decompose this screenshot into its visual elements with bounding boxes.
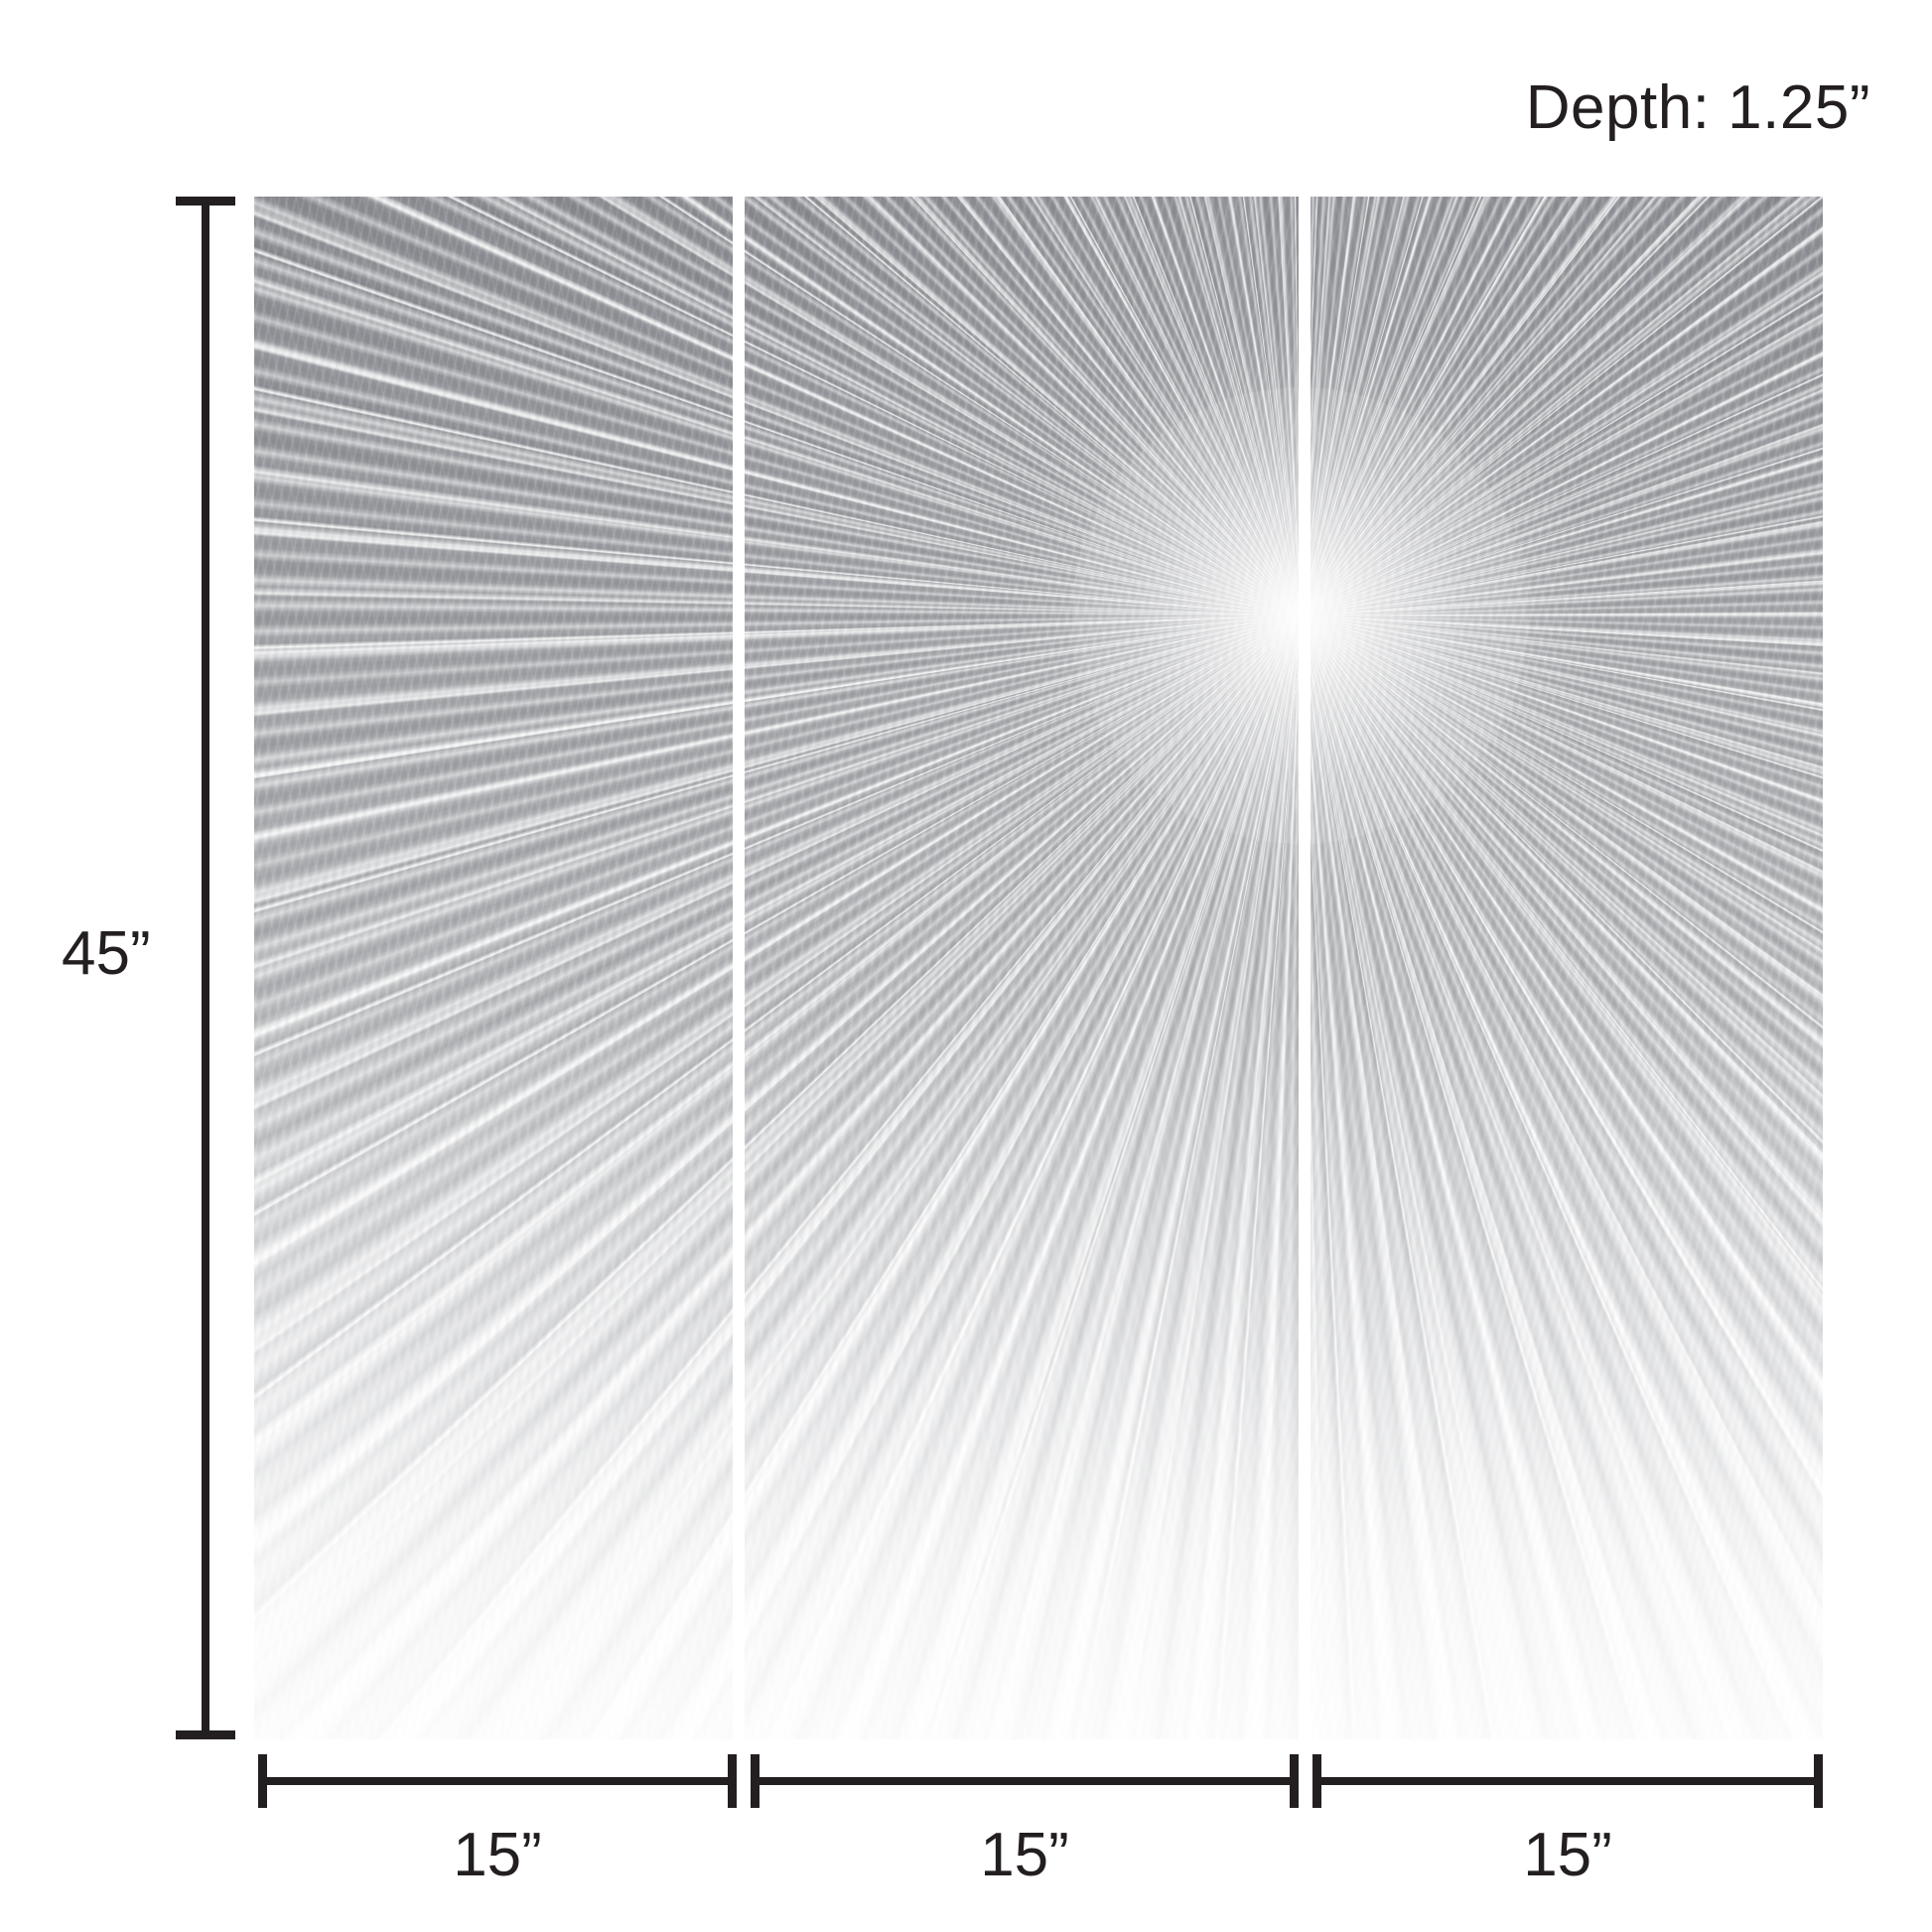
panel-bottom-wash	[745, 197, 1299, 1739]
width-dimension-line-left	[258, 1754, 737, 1808]
sunburst-texture-left	[254, 197, 733, 1739]
width-dimension-line-right	[1312, 1754, 1823, 1808]
panel-bottom-wash	[1311, 197, 1823, 1739]
width-label-center: 15”	[980, 1821, 1069, 1889]
sunburst-texture-center	[745, 197, 1299, 1739]
artwork-panel-center	[745, 197, 1299, 1739]
width-label-right: 15”	[1523, 1821, 1612, 1889]
artwork-panel-right	[1311, 197, 1823, 1739]
width-dimension-line-center	[751, 1754, 1299, 1808]
artwork-panel-group	[254, 197, 1823, 1739]
width-label-left: 15”	[453, 1821, 542, 1889]
sunburst-texture-right	[1311, 197, 1823, 1739]
depth-label: Depth: 1.25”	[1525, 73, 1870, 142]
artwork-panel-left	[254, 197, 733, 1739]
height-label: 45”	[62, 919, 151, 988]
height-dimension-line	[176, 197, 235, 1739]
panel-bottom-wash	[254, 197, 733, 1739]
